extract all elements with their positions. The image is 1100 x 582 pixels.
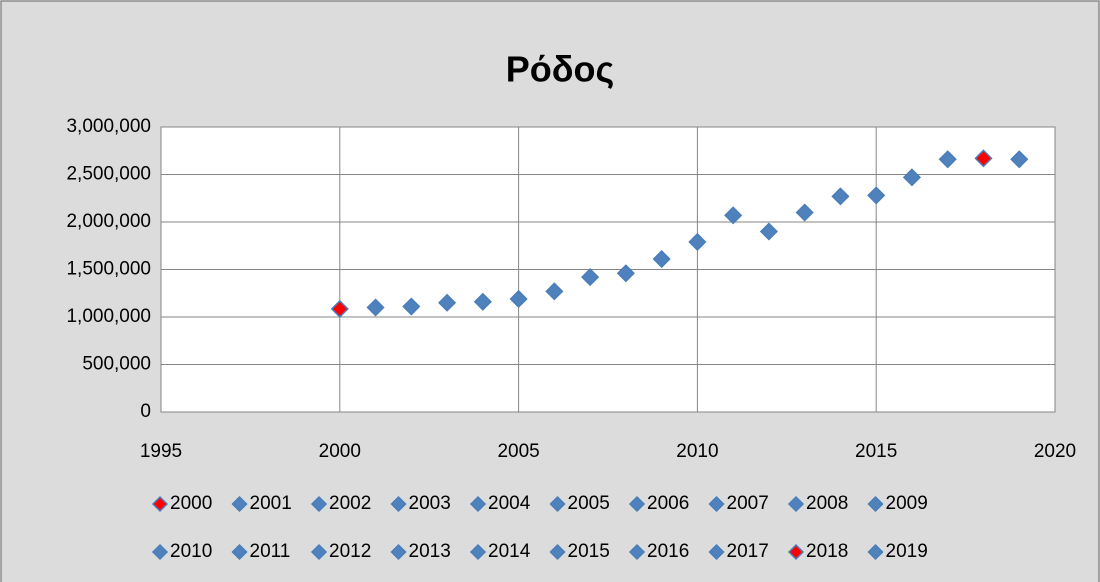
legend-label: 2010 <box>170 541 212 562</box>
y-tick-label: 3,000,000 <box>66 116 151 137</box>
data-point <box>902 168 922 187</box>
data-point <box>581 268 600 287</box>
x-tick-label: 2005 <box>497 441 539 462</box>
data-point <box>545 282 564 301</box>
legend-marker <box>469 495 487 513</box>
data-point <box>974 149 993 168</box>
chart-title: Ρόδος <box>506 49 615 90</box>
data-point <box>652 249 671 269</box>
data-point <box>330 299 349 318</box>
legend-marker <box>787 495 805 513</box>
legend-label: 2004 <box>488 493 531 514</box>
legend-label: 2014 <box>488 541 531 562</box>
legend-marker <box>708 495 725 513</box>
legend-marker <box>628 495 646 513</box>
legend-label: 2005 <box>568 493 610 514</box>
legend-marker <box>151 543 169 561</box>
x-tick-label: 2000 <box>319 441 361 462</box>
legend-marker <box>390 495 407 513</box>
legend-label: 2019 <box>886 541 928 562</box>
legend-label: 2011 <box>250 541 291 562</box>
legend-label: 2018 <box>806 541 848 562</box>
legend-marker <box>867 495 884 513</box>
data-point <box>688 232 707 252</box>
legend-label: 2003 <box>409 493 451 514</box>
legend-marker <box>867 543 884 561</box>
data-point <box>867 186 886 205</box>
legend-marker <box>231 543 248 561</box>
legend-marker <box>310 543 328 561</box>
data-point <box>366 298 385 317</box>
legend-label: 2013 <box>409 541 451 562</box>
legend-marker <box>628 543 646 561</box>
legend-label: 2007 <box>727 493 769 514</box>
y-tick-label: 1,000,000 <box>66 306 151 327</box>
x-tick-label: 2020 <box>1034 441 1076 462</box>
x-tick-label: 2010 <box>676 441 718 462</box>
legend-marker <box>549 495 566 513</box>
legend-marker <box>549 543 566 561</box>
legend-label: 2015 <box>568 541 610 562</box>
legend-marker <box>390 543 407 561</box>
legend-label: 2006 <box>647 493 689 514</box>
legend-marker <box>708 543 725 561</box>
legend-label: 2017 <box>727 541 769 562</box>
legend-marker <box>787 543 805 561</box>
legend-label: 2000 <box>170 493 212 514</box>
y-tick-label: 2,000,000 <box>66 211 151 232</box>
data-point <box>509 289 528 309</box>
legend-label: 2002 <box>329 493 371 514</box>
data-point <box>438 293 457 312</box>
data-point <box>473 292 492 311</box>
legend-label: 2008 <box>806 493 848 514</box>
y-tick-label: 0 <box>140 401 151 422</box>
legend-label: 2009 <box>886 493 928 514</box>
legend-marker <box>310 495 328 513</box>
legend-label: 2012 <box>329 541 371 562</box>
data-point <box>1010 150 1029 169</box>
y-tick-label: 500,000 <box>82 354 151 375</box>
data-point <box>402 297 421 316</box>
data-point <box>938 150 957 169</box>
data-point <box>795 203 814 222</box>
legend-marker <box>151 495 169 513</box>
legend-marker <box>231 495 248 513</box>
legend-label: 2001 <box>250 493 292 514</box>
legend-marker <box>469 543 487 561</box>
x-tick-label: 1995 <box>140 441 182 462</box>
legend-label: 2016 <box>647 541 689 562</box>
data-point <box>759 222 778 241</box>
x-tick-label: 2015 <box>855 441 897 462</box>
y-tick-label: 2,500,000 <box>66 164 151 185</box>
data-point <box>616 264 635 283</box>
data-point <box>724 206 743 225</box>
y-tick-label: 1,500,000 <box>66 259 151 280</box>
data-point <box>831 187 850 206</box>
